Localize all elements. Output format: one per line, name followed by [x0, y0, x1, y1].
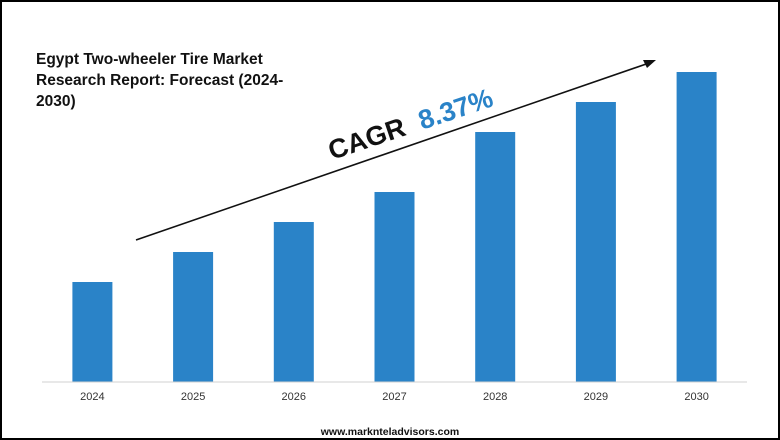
trend-arrow-head: [643, 60, 656, 68]
chart-title: Egypt Two-wheeler Tire Market Research R…: [36, 51, 284, 110]
bar-2030: [676, 72, 717, 382]
x-tick-label-2029: 2029: [584, 391, 608, 403]
bar-2028: [475, 132, 516, 382]
x-tick-label-2030: 2030: [684, 391, 708, 403]
x-tick-label-2026: 2026: [282, 391, 306, 403]
bar-2029: [575, 102, 616, 382]
cagr-label: CAGR: [324, 112, 409, 166]
x-tick-label-2024: 2024: [80, 391, 104, 403]
bar-2025: [173, 252, 214, 382]
bar-2026: [273, 222, 314, 382]
x-tick-label-2025: 2025: [181, 391, 205, 403]
trend-arrow-line: [135, 61, 653, 241]
bar-2024: [72, 282, 113, 382]
footer-website: www.marknteladvisors.com: [320, 426, 460, 438]
bars-group: [72, 72, 717, 382]
x-tick-labels: 2024 2025 2026 2027 2028 2029 2030: [80, 391, 709, 403]
cagr-value: 8.37%: [414, 83, 496, 136]
x-tick-label-2027: 2027: [382, 391, 406, 403]
bar-2027: [374, 192, 415, 382]
x-tick-label-2028: 2028: [483, 391, 507, 403]
